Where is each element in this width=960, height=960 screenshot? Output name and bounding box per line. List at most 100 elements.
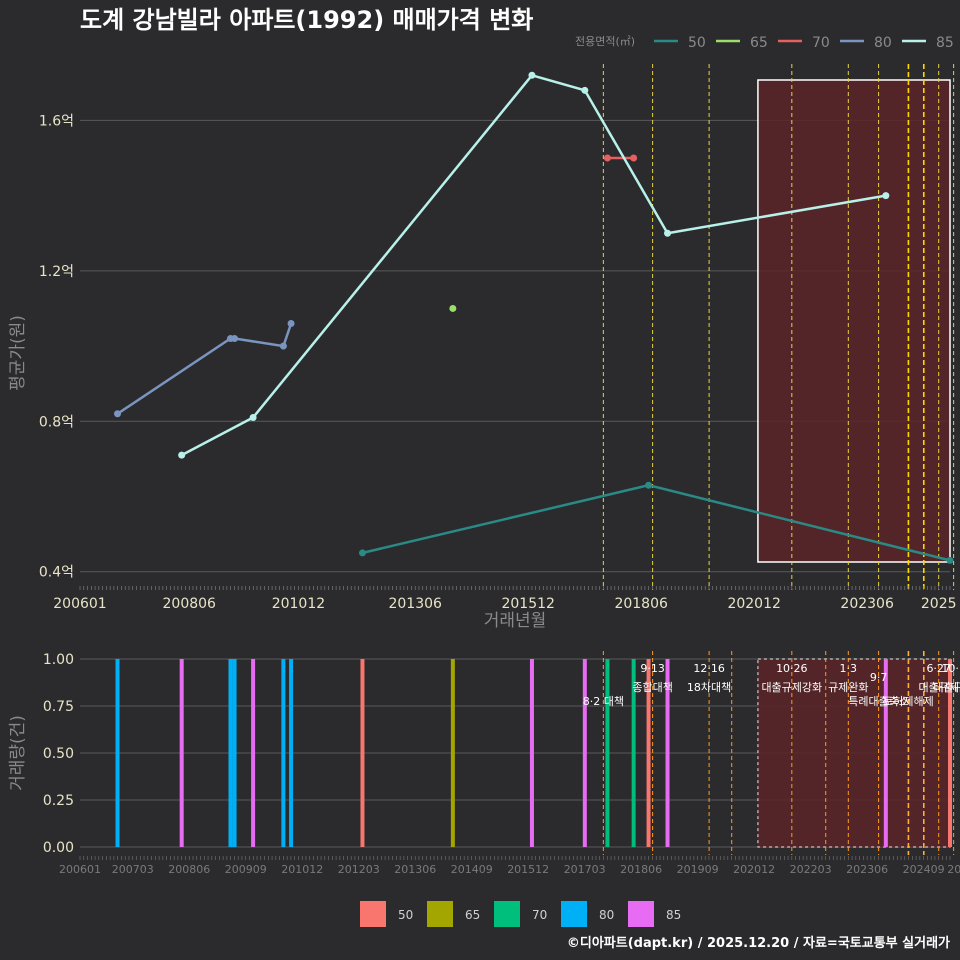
volume-bar-70 (631, 659, 636, 847)
price-x-tick-label: 201012 (272, 596, 325, 612)
volume-bar-65 (450, 659, 455, 847)
data-point-85 (528, 71, 536, 79)
policy-annotation-label: 18차대책 (687, 681, 731, 694)
highlight-range-box (757, 658, 951, 848)
price-x-tick-label: 202012 (727, 596, 780, 612)
legend-label-70: 70 (812, 35, 830, 51)
volume-x-tick-label: 200601 (59, 863, 101, 876)
legend-title: 전용면적(㎡) (575, 35, 635, 48)
policy-date-label: 9·13 (640, 662, 665, 675)
volume-bar-80 (228, 659, 233, 847)
volume-legend: 50 65 70 80 85 (360, 901, 681, 927)
legend-label-65: 65 (750, 35, 768, 51)
policy-date-label: 1·3 (840, 662, 858, 675)
volume-x-tick-label: 201409 (451, 863, 493, 876)
chart-title: 도계 강남빌라 아파트(1992) 매매가격 변화 (80, 6, 533, 34)
legend-swatch-70 (494, 901, 520, 927)
volume-bar-80 (289, 659, 294, 847)
data-point-85 (882, 192, 890, 200)
policy-annotation-label: 대출규제강화 (761, 681, 822, 694)
volume-x-tick-label: 202409 (903, 863, 945, 876)
data-point-80 (231, 335, 239, 343)
volume-bar-80 (232, 659, 237, 847)
policy-date-label: 12·16 (693, 662, 725, 675)
price-x-tick-label: 202306 (840, 596, 894, 612)
data-point-85 (581, 86, 589, 94)
legend-label-50: 50 (398, 908, 413, 922)
legend-label-80: 80 (874, 35, 892, 51)
policy-annotation-label: 특례대출축소 (848, 695, 909, 708)
volume-x-tick-label: 202203 (790, 863, 832, 876)
policy-annotation-label: 규제완화 (828, 681, 868, 694)
volume-y-tick-label: 0.00 (43, 840, 74, 856)
data-point-80 (114, 410, 122, 418)
policy-date-label: 9·7 (870, 671, 888, 684)
price-x-tick-label: 200601 (53, 596, 106, 612)
volume-x-tick-label: 201512 (507, 863, 549, 876)
volume-y-tick-label: 0.75 (43, 699, 74, 715)
data-point-85 (664, 229, 672, 237)
policy-annotation-label: 종합대책 (632, 681, 672, 694)
price-y-tick-label: 0.4억 (39, 565, 74, 581)
volume-bar-70 (605, 659, 610, 847)
policy-annotation-label: 토허제해제 (883, 694, 934, 708)
volume-bar-50 (948, 659, 952, 847)
data-point-50 (358, 549, 366, 557)
volume-x-tick-label: 202012 (733, 863, 775, 876)
volume-x-tick-label: 201203 (338, 863, 380, 876)
volume-panel: 0.00 0.25 0.50 0.75 1.00 8·2 대책 9·13 종합대책 12·16 1… (43, 651, 960, 876)
price-x-tick-label: 201806 (614, 596, 668, 612)
policy-date-label: 6·27 (926, 662, 951, 675)
volume-bar-85 (179, 659, 184, 847)
price-x-axis-label: 거래년월 (484, 611, 547, 631)
data-point-50 (645, 481, 653, 489)
source-caption: ©디아파트(dapt.kr) / 2025.12.20 / 자료=국토교통부 실… (567, 935, 950, 951)
price-x-tick-label: 200806 (163, 596, 217, 612)
volume-bar-85 (582, 659, 587, 847)
volume-x-tick-label: 200909 (225, 863, 267, 876)
volume-bar-80 (115, 659, 120, 847)
volume-x-tick-label: 202306 (846, 863, 888, 876)
volume-bar-85 (251, 659, 256, 847)
data-point-80 (279, 342, 287, 350)
policy-annotation-label: 8·2 대책 (583, 695, 624, 708)
series-line-85 (181, 73, 887, 457)
volume-bar-80 (281, 659, 286, 847)
legend-label-50: 50 (688, 35, 706, 51)
policy-annotation-label: 대출규제 (918, 681, 958, 694)
data-point-85 (178, 451, 186, 459)
data-point-85 (249, 414, 257, 422)
volume-y-axis-label: 거래량(건) (8, 715, 28, 791)
volume-x-tick-label: 201909 (677, 863, 719, 876)
volume-bar-85 (883, 659, 888, 847)
policy-date-label: 10·26 (776, 662, 808, 675)
area-legend: 50 65 70 80 85 (654, 35, 954, 51)
volume-y-tick-label: 0.50 (43, 746, 74, 762)
volume-bar-50 (646, 659, 651, 847)
legend-swatch-80 (561, 901, 587, 927)
volume-bar-50 (360, 659, 365, 847)
volume-bar-85 (665, 659, 670, 847)
legend-label-70: 70 (532, 908, 547, 922)
legend-label-65: 65 (465, 908, 480, 922)
volume-bar-85 (529, 659, 534, 847)
data-point-80 (287, 320, 295, 327)
data-point-50 (946, 556, 954, 564)
legend-swatch-85 (628, 901, 654, 927)
volume-x-tick-label: 200806 (168, 863, 210, 876)
price-y-axis-label: 평균가(원) (8, 315, 28, 391)
volume-x-tick-label: 201012 (281, 863, 323, 876)
highlight-range-box (757, 79, 951, 563)
volume-x-tick-label: 201703 (564, 863, 606, 876)
volume-x-tick-label: 2025 (947, 863, 960, 876)
legend-swatch-65 (427, 901, 453, 927)
legend-label-85: 85 (936, 35, 954, 51)
price-y-tick-label: 1.2억 (39, 264, 74, 280)
volume-x-tick-label: 200703 (112, 863, 154, 876)
data-point-70 (630, 154, 638, 162)
policy-annotation-label: 대출규제 (933, 681, 960, 694)
legend-swatch-50 (360, 901, 386, 927)
price-y-tick-label: 1.6억 (39, 113, 74, 129)
